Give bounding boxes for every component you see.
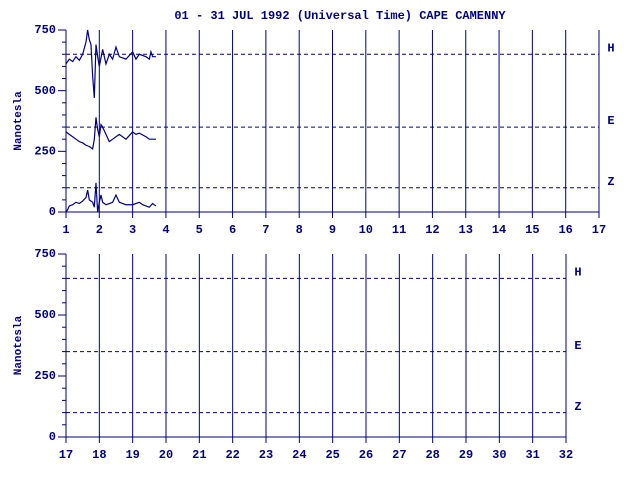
baseline-label: E: [607, 114, 614, 128]
x-tick-label: 30: [492, 448, 506, 462]
x-tick-label: 11: [392, 223, 406, 237]
data-line: [65, 117, 156, 150]
x-tick-label: 26: [359, 448, 373, 462]
x-tick-label: 28: [425, 448, 439, 462]
data-line: [65, 182, 157, 213]
x-tick-label: 15: [525, 223, 539, 237]
x-tick-label: 21: [192, 448, 206, 462]
baseline-label: Z: [607, 175, 614, 189]
x-tick-label: 10: [359, 223, 373, 237]
x-tick-label: 32: [559, 448, 573, 462]
x-tick-label: 17: [59, 448, 73, 462]
data-line: [65, 29, 156, 98]
y-tick-label: 750: [34, 23, 56, 37]
x-tick-label: 31: [525, 448, 539, 462]
x-tick-label: 9: [329, 223, 336, 237]
y-axis-label: Nanotesla: [13, 91, 25, 151]
x-tick-label: 14: [492, 223, 506, 237]
x-tick-label: 29: [459, 448, 473, 462]
x-tick-label: 4: [162, 223, 169, 237]
y-tick-label: 500: [34, 84, 56, 98]
x-tick-label: 17: [592, 223, 606, 237]
y-tick-label: 750: [34, 247, 56, 261]
x-tick-label: 2: [96, 223, 103, 237]
x-tick-label: 8: [296, 223, 303, 237]
x-tick-label: 22: [225, 448, 239, 462]
x-tick-label: 19: [125, 448, 139, 462]
y-axis-label: Nanotesla: [13, 315, 25, 375]
baseline-label: Z: [574, 400, 581, 414]
x-tick-label: 16: [558, 223, 572, 237]
y-tick-label: 250: [34, 369, 56, 383]
x-tick-label: 23: [259, 448, 273, 462]
baseline-label: H: [574, 266, 581, 280]
baseline-label: E: [574, 339, 581, 353]
x-tick-label: 6: [229, 223, 236, 237]
baseline-label: H: [607, 41, 614, 55]
x-tick-label: 1: [62, 223, 69, 237]
y-tick-label: 0: [49, 430, 56, 444]
x-tick-label: 20: [159, 448, 173, 462]
x-tick-label: 3: [129, 223, 136, 237]
x-tick-label: 7: [262, 223, 269, 237]
y-tick-label: 500: [34, 308, 56, 322]
y-tick-label: 0: [49, 205, 56, 219]
chart-title: 01 - 31 JUL 1992 (Universal Time) CAPE C…: [174, 9, 506, 23]
x-tick-label: 25: [325, 448, 339, 462]
x-tick-label: 27: [392, 448, 406, 462]
x-tick-label: 5: [196, 223, 203, 237]
x-tick-label: 13: [459, 223, 473, 237]
x-tick-label: 24: [292, 448, 306, 462]
y-tick-label: 250: [34, 145, 56, 159]
x-tick-label: 18: [92, 448, 106, 462]
x-tick-label: 12: [425, 223, 439, 237]
